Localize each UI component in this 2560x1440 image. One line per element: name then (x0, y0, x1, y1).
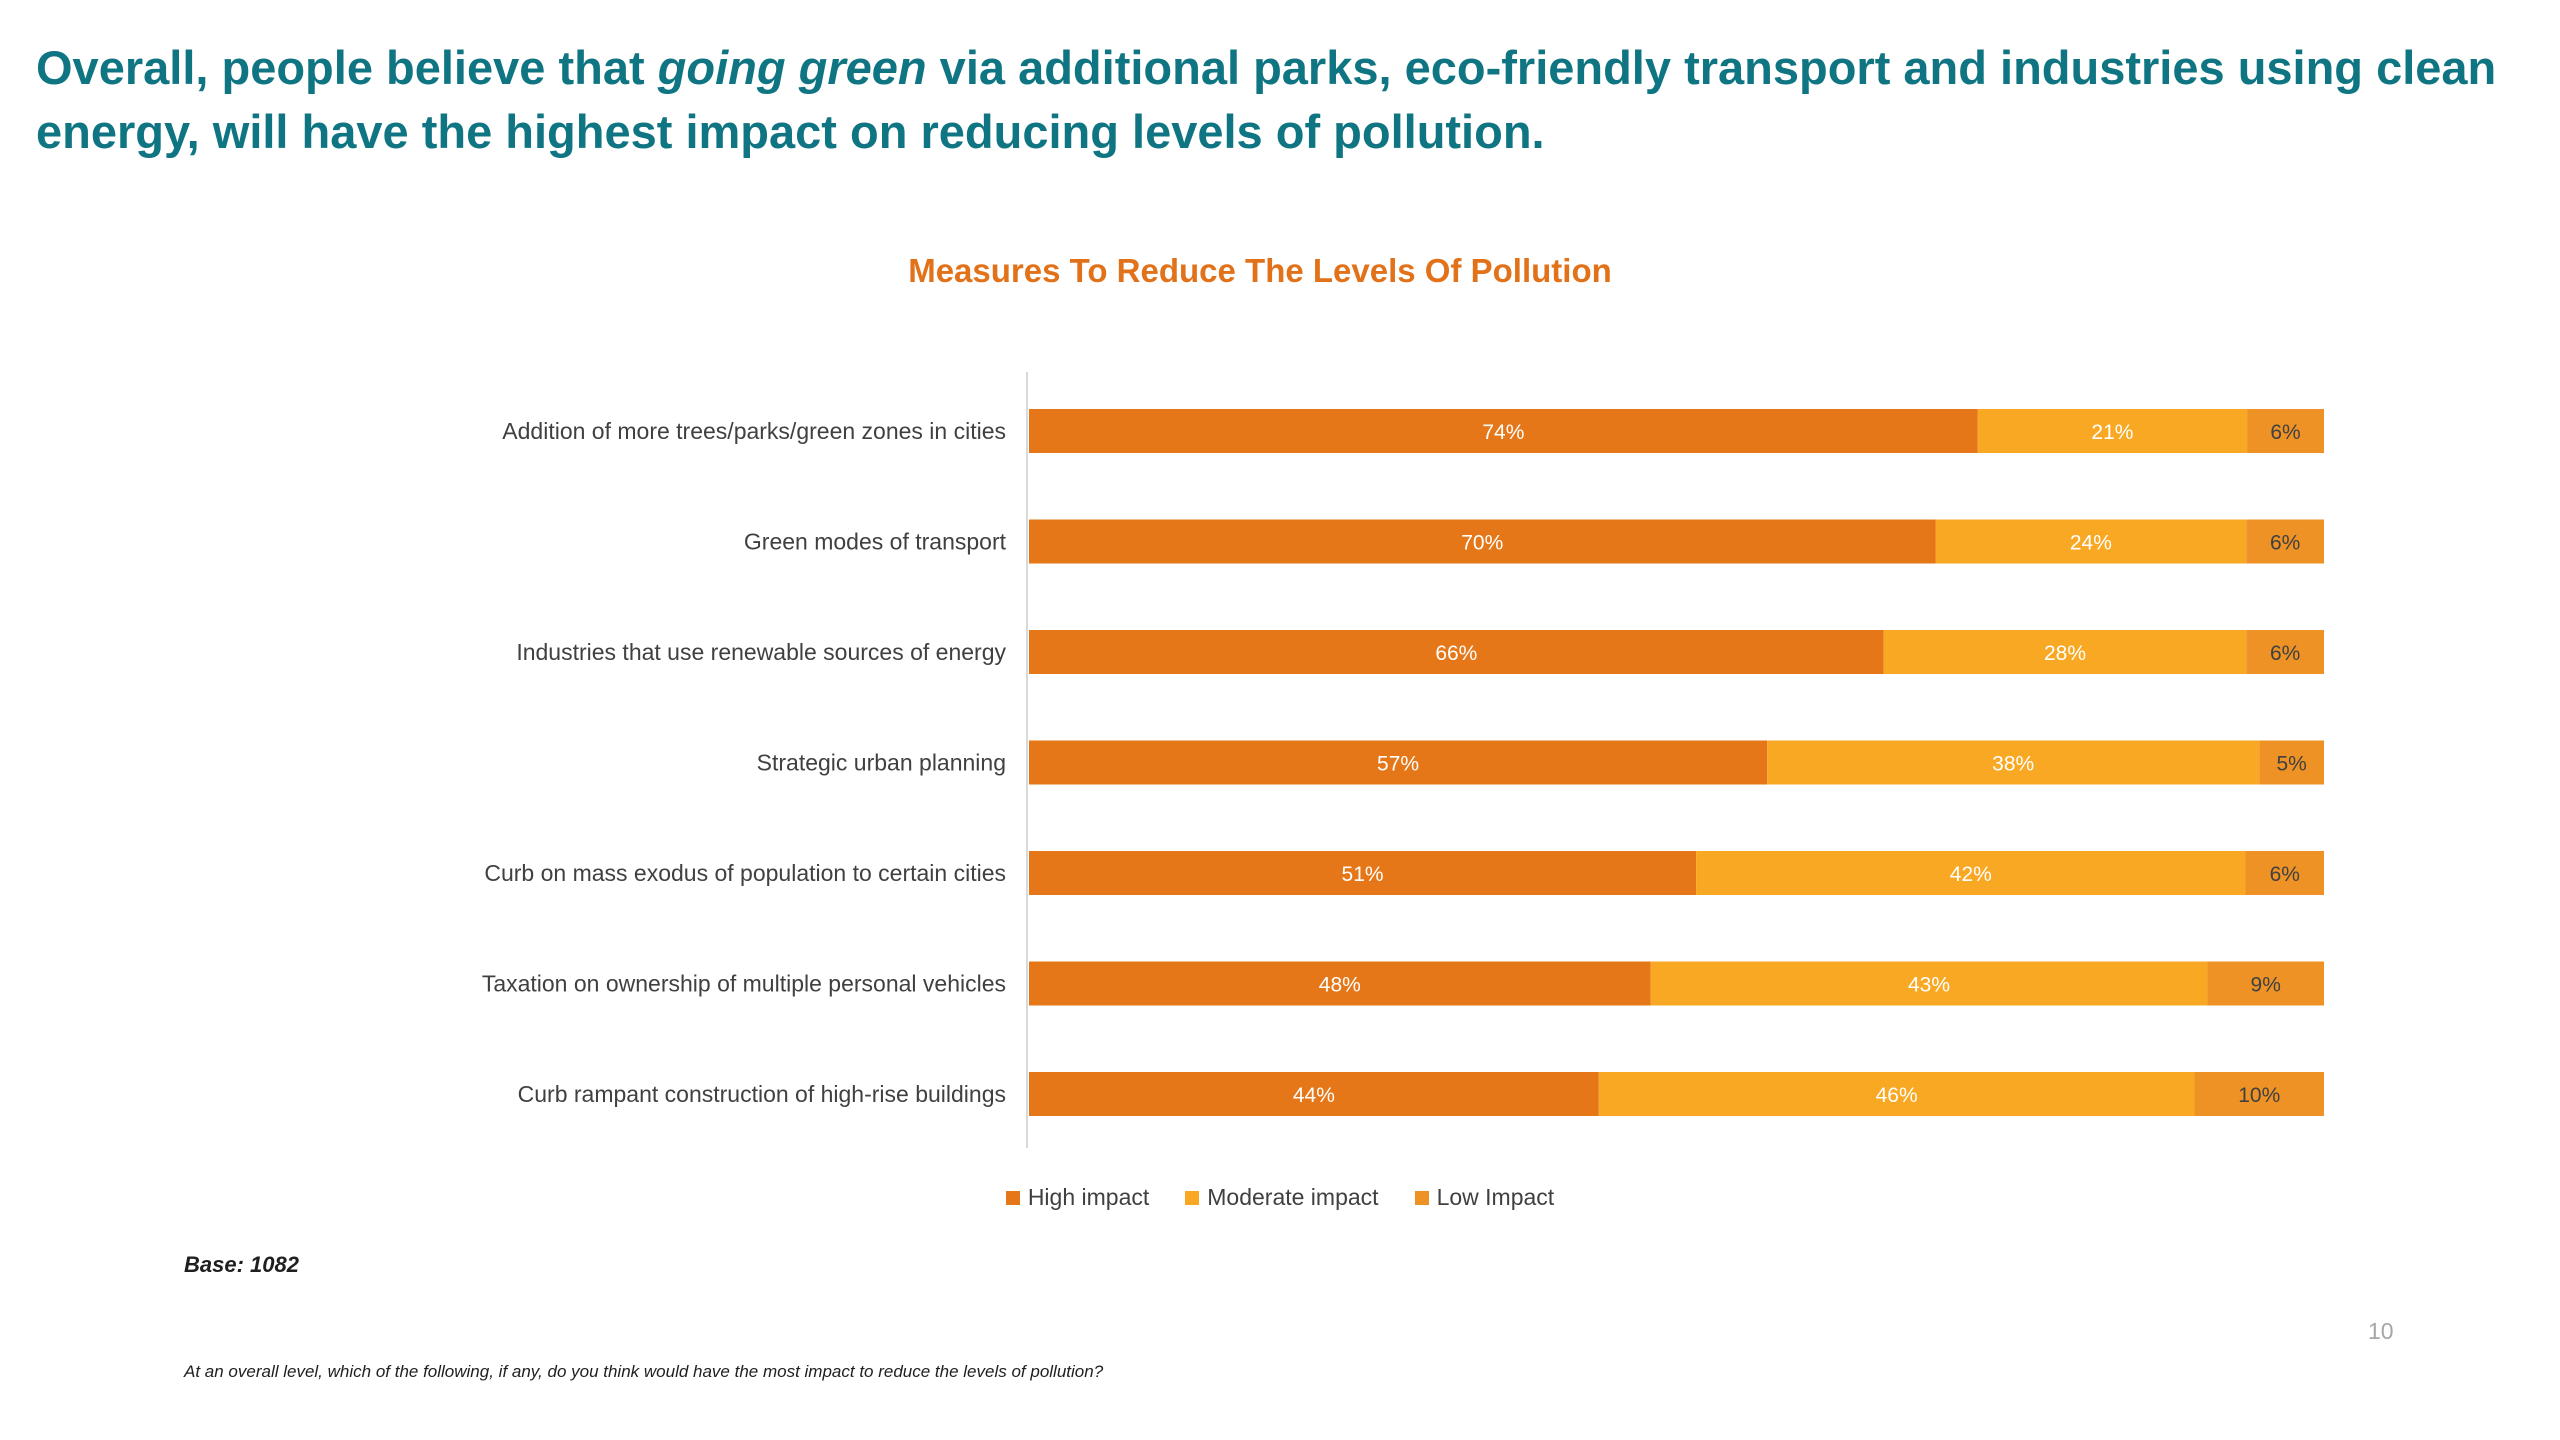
bar-segment-low-impact (2246, 630, 2324, 674)
category-label: Industries that use renewable sources of… (516, 639, 1006, 665)
data-label: 42% (1950, 863, 1992, 886)
data-label: 9% (2251, 974, 2281, 997)
category-label: Curb on mass exodus of population to cer… (484, 860, 1006, 886)
data-label: 48% (1319, 974, 1361, 997)
survey-question-note: At an overall level, which of the follow… (184, 1362, 1104, 1381)
bar-segment-moderate-impact (1767, 740, 2260, 785)
data-label: 6% (2270, 863, 2300, 886)
bar-segment-low-impact (2194, 1072, 2324, 1116)
bar-segment-moderate-impact (1935, 519, 2247, 564)
data-label: 46% (1876, 1084, 1918, 1107)
chart-legend: High impact Moderate impact Low Impact (0, 1184, 2560, 1211)
data-label: 28% (2044, 642, 2086, 665)
legend-label: Moderate impact (1207, 1184, 1379, 1210)
legend-swatch (1005, 1190, 1020, 1205)
category-label: Green modes of transport (744, 529, 1007, 555)
headline-part-1: Overall, people believe that (36, 41, 658, 94)
bar-segment-high-impact (1029, 1072, 1599, 1116)
bar-segment-low-impact (2245, 851, 2324, 895)
data-label: 57% (1377, 753, 1419, 776)
category-label: Curb rampant construction of high-rise b… (518, 1081, 1006, 1107)
data-label: 6% (2270, 421, 2300, 444)
bar-segment-moderate-impact (1650, 961, 2208, 1006)
data-label: 21% (2091, 421, 2133, 444)
data-label: 74% (1482, 421, 1524, 444)
headline-part-2: via additional parks, eco-friendly trans… (36, 41, 2497, 158)
data-label: 66% (1435, 642, 1477, 665)
legend-item: High impact (1005, 1184, 1150, 1211)
page-headline: Overall, people believe that going green… (36, 36, 2516, 164)
data-label: 70% (1461, 532, 1503, 555)
data-label: 51% (1342, 863, 1384, 886)
data-label: 6% (2270, 532, 2300, 555)
legend-label: Low Impact (1436, 1184, 1555, 1210)
bar-segment-high-impact (1029, 519, 1936, 564)
bar-segment-high-impact (1029, 740, 1768, 785)
bar-segment-high-impact (1029, 961, 1651, 1006)
headline-emphasis: going green (657, 41, 927, 94)
legend-swatch (1185, 1190, 1200, 1205)
category-label: Taxation on ownership of multiple person… (482, 971, 1006, 997)
bar-segment-moderate-impact (1977, 409, 2248, 453)
chart-title: Measures To Reduce The Levels Of Polluti… (908, 252, 1612, 289)
bar-segment-moderate-impact (1696, 851, 2246, 895)
legend-swatch (1414, 1190, 1429, 1205)
category-label: Strategic urban planning (757, 750, 1006, 776)
data-label: 24% (2070, 532, 2112, 555)
bar-segment-low-impact (2207, 961, 2324, 1006)
category-labels-group: Addition of more trees/parks/green zones… (482, 418, 1007, 1107)
data-label: 38% (1992, 753, 2034, 776)
data-label: 6% (2270, 642, 2300, 665)
base-note: Base: 1082 (184, 1252, 299, 1277)
bar-segment-high-impact (1029, 851, 1697, 895)
category-label: Addition of more trees/parks/green zones… (502, 418, 1006, 444)
bar-segment-low-impact (2259, 740, 2324, 785)
bar-segment-high-impact (1029, 630, 1884, 674)
bars-group (1029, 409, 2324, 1116)
legend-item: Moderate impact (1185, 1184, 1379, 1211)
value-labels-group: 74% 21% 6% 70% 24% 6% 66% 28% 6% 57% 38% 5% 51% 42% 6%… (1293, 421, 2307, 1107)
page-number: 10 (2368, 1318, 2394, 1344)
data-label: 10% (2238, 1084, 2280, 1107)
data-label: 43% (1908, 974, 1950, 997)
bar-segment-moderate-impact (1598, 1072, 2195, 1116)
bar-segment-high-impact (1029, 409, 1978, 453)
bar-segment-low-impact (2246, 519, 2324, 564)
legend-item: Low Impact (1414, 1184, 1555, 1211)
bar-segment-low-impact (2247, 409, 2324, 453)
data-label: 5% (2276, 753, 2306, 776)
data-label: 44% (1293, 1084, 1335, 1107)
bar-segment-moderate-impact (1883, 630, 2247, 674)
legend-label: High impact (1027, 1184, 1150, 1210)
